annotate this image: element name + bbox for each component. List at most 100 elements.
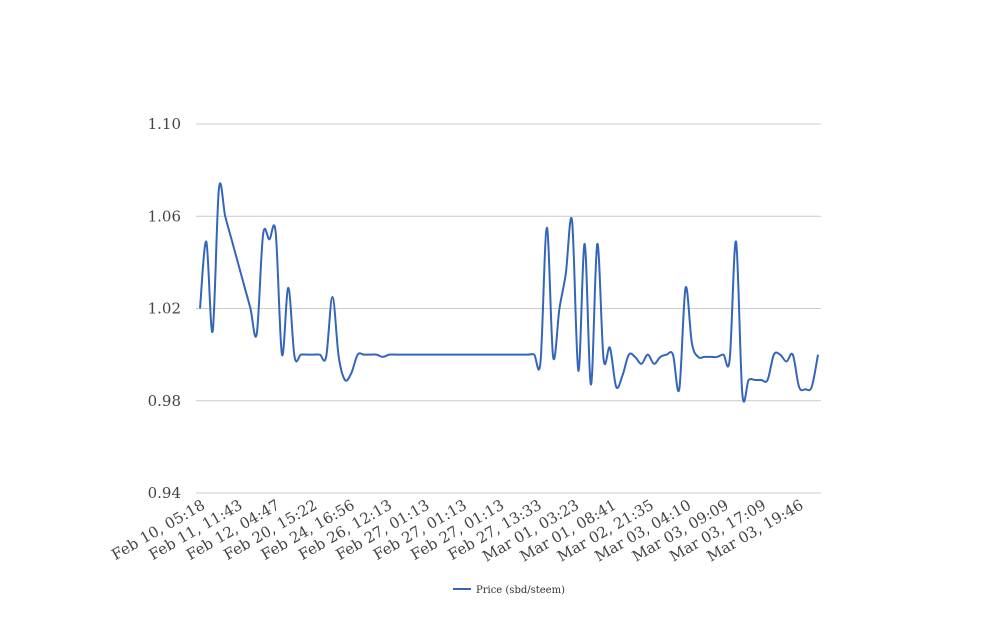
data-point [255,332,259,336]
data-point [444,353,448,357]
data-point [501,353,505,357]
data-point [381,355,385,359]
data-point [349,371,353,375]
data-point [646,353,650,357]
data-point [791,353,795,357]
data-point [280,353,284,357]
data-point [274,230,278,234]
data-point [248,307,252,311]
data-point [412,353,416,357]
data-point [797,385,801,389]
data-point [400,353,404,357]
data-point [507,353,511,357]
data-point [457,353,461,357]
data-point [803,387,807,391]
data-point [608,346,612,350]
data-point [204,240,208,244]
data-point [393,353,397,357]
data-point [242,283,246,287]
data-point [450,353,454,357]
data-point [469,353,473,357]
data-point [627,353,631,357]
data-point [702,355,706,359]
data-point [665,353,669,357]
data-point [299,353,303,357]
data-point [677,387,681,391]
data-point [557,307,561,311]
data-point [778,353,782,357]
data-point [721,353,725,357]
data-point [236,260,240,264]
data-point [589,383,593,387]
data-point [362,353,366,357]
y-tick-label: 1.02 [148,300,181,318]
data-point [652,362,656,366]
data-point [602,357,606,361]
data-point [475,353,479,357]
data-point [658,355,662,359]
data-point [621,373,625,377]
data-point [595,242,599,246]
data-point [217,187,221,191]
data-point [318,353,322,357]
data-point [576,369,580,373]
data-point [261,233,265,237]
data-point [230,237,234,241]
data-point [305,353,309,357]
data-point [343,378,347,382]
data-point [267,237,271,241]
data-point [286,286,290,290]
data-point [438,353,442,357]
data-point [583,242,587,246]
data-point [431,353,435,357]
data-point [671,353,675,357]
data-point [494,353,498,357]
y-tick-label: 0.94 [148,484,181,502]
y-tick-label: 0.98 [148,392,181,410]
data-point [539,360,543,364]
data-point [633,355,637,359]
data-point [375,353,379,357]
series-layer [198,182,820,403]
data-point [639,362,643,366]
data-point [784,360,788,364]
data-point [728,357,732,361]
data-point [387,353,391,357]
data-point [810,385,814,389]
y-axis: 0.94 0.98 1.02 1.06 1.10 [148,115,181,502]
data-point [772,353,776,357]
data-point [425,353,429,357]
data-point [406,353,410,357]
data-point [368,353,372,357]
data-point [312,353,316,357]
data-point [463,353,467,357]
data-point [482,353,486,357]
data-point [532,353,536,357]
data-point [747,378,751,382]
gridlines [196,123,821,494]
legend-label: Price (sbd/steem) [476,585,565,596]
data-point [513,353,517,357]
data-point [330,295,334,299]
data-point [198,307,202,311]
data-point [488,353,492,357]
data-point [337,355,341,359]
data-point [520,353,524,357]
data-point [526,353,530,357]
data-point [766,378,770,382]
data-point [696,355,700,359]
data-point [419,353,423,357]
data-point [564,272,568,276]
data-point [570,219,574,223]
y-tick-label: 1.06 [148,207,181,225]
data-point [324,355,328,359]
data-point [551,355,555,359]
data-point [684,286,688,290]
legend: Price (sbd/steem) [453,585,565,596]
data-point [816,353,820,357]
data-point [614,385,618,389]
data-point [223,214,227,218]
data-point [734,240,738,244]
data-point [293,355,297,359]
